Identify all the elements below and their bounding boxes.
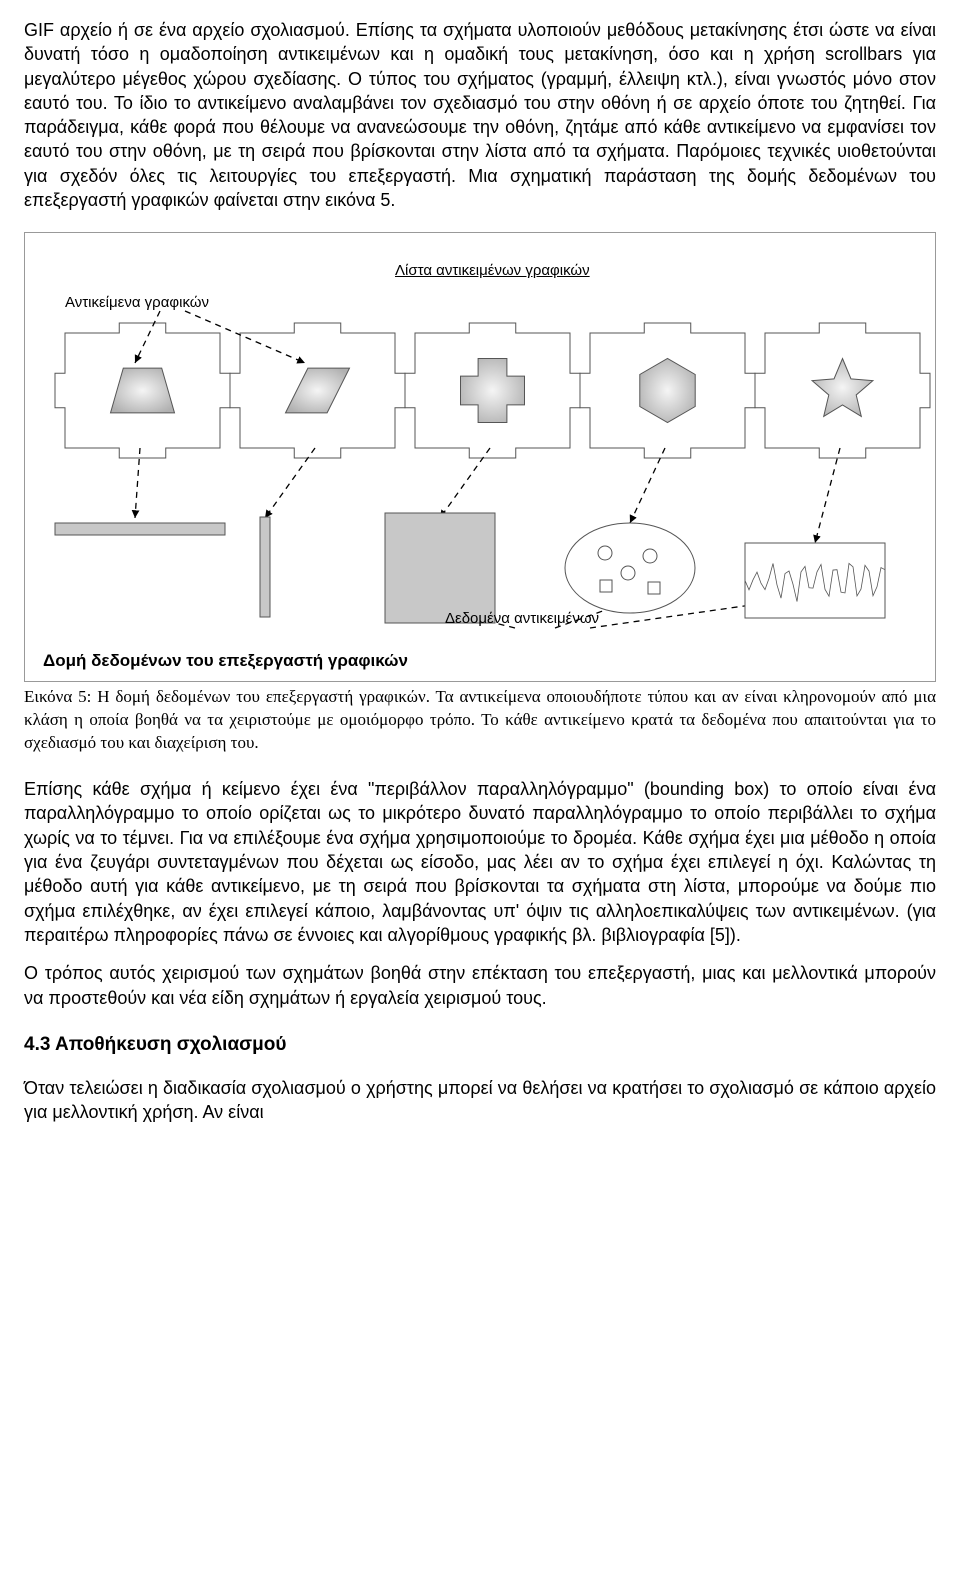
section-heading-4-3: 4.3 Αποθήκευση σχολιασμού [24, 1032, 936, 1058]
paragraph-2: Επίσης κάθε σχήμα ή κείμενο έχει ένα "πε… [24, 777, 936, 947]
paragraph-3: Ο τρόπος αυτός χειρισμού των σχημάτων βο… [24, 961, 936, 1010]
figure-label-structure: Δομή δεδομένων του επεξεργαστή γραφικών [43, 650, 408, 673]
paragraph-4: Όταν τελειώσει η διαδικασία σχολιασμού ο… [24, 1076, 936, 1125]
figure-5: Αντικείμενα γραφικών Λίστα αντικειμένων … [24, 232, 936, 682]
paragraph-1: GIF αρχείο ή σε ένα αρχείο σχολιασμού. Ε… [24, 18, 936, 212]
figure-5-caption: Εικόνα 5: Η δομή δεδομένων του επεξεργασ… [24, 686, 936, 755]
figure-label-data: Δεδομένα αντικειμένων [445, 609, 599, 629]
